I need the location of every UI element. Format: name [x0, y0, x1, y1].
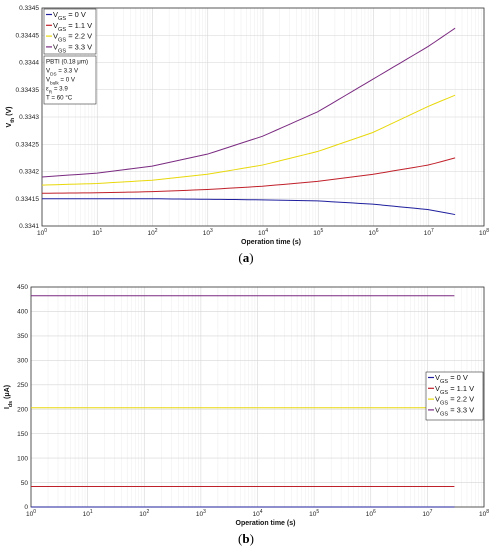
legend-label: VGS = 2.2 V	[53, 32, 92, 44]
y-tick-label: 0.3343	[19, 114, 39, 121]
y-axis-label-group: Vth (V)	[6, 107, 16, 128]
figure-caption: (a)	[238, 250, 253, 265]
legend-label: VGS = 0 V	[53, 10, 86, 22]
y-axis-label-group: Ids (μA)	[4, 385, 14, 409]
y-tick-label: 0.3341	[19, 223, 39, 230]
legend-label: VGS = 1.1 V	[53, 21, 92, 33]
x-tick-label: 101	[92, 228, 102, 237]
y-tick-label: 300	[17, 358, 28, 365]
y-tick-label: 0.3345	[19, 5, 39, 12]
y-tick-label: 250	[17, 382, 28, 389]
annotation-line: T = 60 °C	[46, 95, 73, 102]
x-tick-label: 104	[252, 509, 262, 518]
x-tick-label: 107	[422, 509, 432, 518]
x-tick-label: 105	[309, 509, 319, 518]
y-tick-label: 200	[17, 406, 28, 413]
annotation-line: Vbulk = 0 V	[46, 77, 76, 86]
legend-label: VGS = 3.3 V	[53, 42, 92, 54]
series-line	[41, 27, 456, 178]
legend-label: VGS = 1.1 V	[435, 384, 474, 396]
legend-box	[43, 8, 97, 55]
y-tick-label: 0.3342	[19, 169, 39, 176]
annotation-line: VDS = 3.3 V	[46, 68, 79, 77]
y-tick-label: 0	[24, 504, 28, 511]
legend-box	[425, 371, 484, 421]
x-tick-label: 105	[313, 228, 323, 237]
y-axis-label: Vth (V)	[6, 107, 16, 128]
series-line	[41, 94, 456, 186]
annotation-box	[43, 55, 97, 105]
x-tick-label: 101	[83, 509, 93, 518]
y-tick-label: 0.33445	[16, 32, 40, 39]
y-tick-label: 0.3344	[19, 60, 39, 67]
figure-caption: (b)	[238, 531, 254, 546]
legend-label: VGS = 3.3 V	[435, 405, 474, 417]
y-tick-label: 0.33435	[16, 87, 40, 94]
x-tick-label: 100	[37, 228, 47, 237]
series-line	[41, 157, 456, 194]
x-tick-label: 108	[479, 228, 489, 237]
x-tick-label: 102	[147, 228, 157, 237]
legend-label: VGS = 0 V	[435, 373, 468, 385]
y-tick-label: 0.33425	[16, 141, 40, 148]
x-axis-label: Operation time (s)	[236, 520, 296, 527]
x-tick-label: 106	[366, 509, 376, 518]
y-tick-label: 400	[17, 309, 28, 316]
y-tick-label: 450	[17, 284, 28, 291]
annotation-line: PBTI (0.18 μm)	[46, 59, 88, 66]
x-tick-label: 107	[424, 228, 434, 237]
y-tick-label: 150	[17, 431, 28, 438]
legend-label: VGS = 2.2 V	[435, 395, 474, 407]
series-line	[42, 198, 456, 216]
x-axis-label: Operation time (s)	[241, 239, 301, 246]
y-axis-label: Ids (μA)	[4, 385, 14, 409]
x-tick-label: 108	[479, 509, 489, 518]
plot-frame	[41, 7, 485, 227]
y-tick-label: 350	[17, 333, 28, 340]
x-tick-label: 102	[139, 509, 149, 518]
x-tick-label: 100	[26, 509, 36, 518]
x-tick-label: 106	[368, 228, 378, 237]
x-tick-label: 103	[203, 228, 213, 237]
x-tick-label: 104	[258, 228, 268, 237]
x-tick-label: 103	[196, 509, 206, 518]
y-tick-label: 0.33415	[16, 196, 40, 203]
chart-b: 100 101 102 103 104 105 106 107 108 0 50 100 150 200 2…	[4, 284, 489, 546]
y-tick-label: 50	[21, 480, 29, 487]
annotation-line: εR = 3.9	[46, 86, 68, 95]
y-tick-label: 100	[17, 455, 28, 462]
chart-a: 100 101 102 103 104 105 106 107 108 0.3341 0.33415…	[6, 5, 489, 265]
